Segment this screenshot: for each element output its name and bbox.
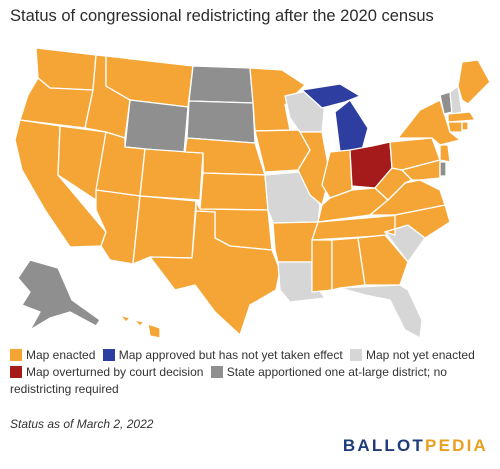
legend-swatch	[210, 366, 223, 378]
state-hawaii	[119, 314, 161, 339]
state-georgia	[357, 234, 409, 286]
state-florida	[339, 284, 423, 339]
state-new-jersey	[439, 144, 451, 163]
state-connecticut	[447, 121, 463, 133]
state-delaware	[439, 161, 447, 177]
state-maryland	[401, 159, 441, 181]
state-wyoming	[124, 99, 189, 154]
state-mississippi	[311, 239, 333, 293]
legend-swatch	[102, 349, 115, 361]
state-new-hampshire	[449, 85, 463, 115]
state-north-carolina	[384, 204, 451, 239]
legend: Map enacted Map approved but has not yet…	[10, 347, 494, 398]
state-alabama	[331, 237, 366, 291]
state-texas	[149, 210, 281, 336]
status-note: Status as of March 2, 2022	[10, 417, 154, 431]
us-map	[14, 47, 491, 339]
state-new-york	[397, 99, 461, 146]
state-colorado	[139, 148, 204, 201]
state-michigan	[301, 83, 369, 153]
legend-label: Map not yet enacted	[366, 348, 475, 362]
state-maine	[457, 59, 491, 105]
state-kansas	[199, 172, 269, 211]
state-alaska	[17, 259, 101, 331]
legend-swatch	[10, 366, 22, 378]
state-new-mexico	[132, 195, 197, 265]
legend-item-atlarge: State apportioned one at-large district;…	[10, 365, 447, 396]
legend-label: State apportioned one at-large district;…	[10, 365, 447, 396]
legend-item-approved: Map approved but has not yet taken effec…	[102, 348, 343, 362]
state-massachusetts	[447, 111, 476, 123]
state-south-dakota	[186, 100, 256, 144]
state-north-dakota	[188, 65, 254, 104]
legend-swatch	[10, 349, 22, 361]
chart-title: Status of congressional redistricting af…	[10, 7, 434, 25]
ballotpedia-logo[interactable]: BALLOTPEDIA	[343, 436, 488, 456]
legend-item-overturned: Map overturned by court decision	[10, 365, 203, 379]
state-illinois	[297, 131, 331, 206]
logo-part-ballot: BALLOT	[342, 436, 426, 455]
legend-item-notyet: Map not yet enacted	[350, 348, 475, 362]
state-rhode-island	[461, 121, 469, 131]
legend-label: Map approved but has not yet taken effec…	[118, 348, 343, 362]
legend-item-enacted: Map enacted	[10, 348, 95, 362]
legend-label: Map overturned by court decision	[26, 365, 204, 379]
state-minnesota	[249, 67, 306, 132]
logo-part-pedia: PEDIA	[425, 436, 488, 455]
legend-label: Map enacted	[26, 348, 96, 362]
state-arkansas	[272, 221, 319, 263]
legend-swatch	[350, 349, 363, 361]
